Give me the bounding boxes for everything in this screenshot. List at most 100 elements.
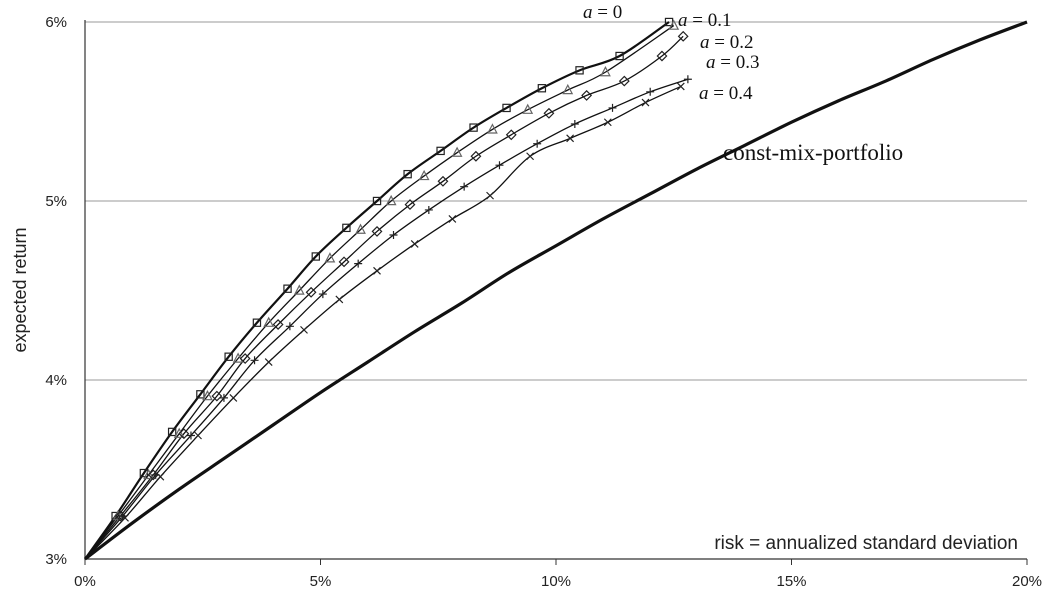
data-point-x	[229, 393, 238, 402]
data-point-triangle	[293, 284, 305, 295]
data-point-square	[283, 284, 292, 293]
data-point-diamond	[114, 510, 126, 522]
data-point-square	[342, 223, 351, 233]
data-point-plus	[389, 231, 398, 240]
data-point-triangle	[487, 123, 498, 134]
x-tick-label: 20%	[1012, 573, 1042, 590]
data-point-x	[264, 358, 273, 367]
data-point-square	[469, 123, 478, 132]
data-point-square	[502, 103, 511, 113]
series-labels: a = 0 a = 0.1a = 0.2a = 0.3 a = 0.4	[583, 2, 759, 104]
y-axis-title: expected return	[10, 227, 30, 352]
data-point-diamond	[581, 89, 593, 101]
data-point-triangle	[522, 103, 534, 114]
data-point-diamond	[305, 286, 317, 298]
data-point-x	[676, 82, 685, 91]
data-point-triangle	[562, 83, 574, 95]
data-point-x	[373, 266, 381, 275]
y-tick-label: 6%	[45, 14, 67, 31]
data-point-diamond	[338, 256, 350, 268]
data-point-x	[410, 240, 419, 248]
data-point-square	[615, 51, 624, 61]
data-point-triangle	[355, 223, 366, 234]
data-point-diamond	[272, 319, 284, 330]
data-point-diamond	[404, 199, 416, 211]
data-point-plus	[646, 87, 655, 96]
data-point-plus	[608, 103, 617, 112]
data-point-plus	[495, 161, 504, 170]
data-point-plus	[186, 431, 195, 440]
data-point-square	[311, 252, 320, 261]
x-tick-label: 5%	[310, 573, 332, 590]
data-point-x	[566, 134, 575, 143]
x-axis-ticks: 0% 5% 10% 15% 20%	[74, 559, 1042, 590]
data-point-triangle	[418, 169, 430, 181]
data-point-plus	[460, 182, 469, 191]
x-axis-title: risk = annualized standard deviation	[714, 533, 1018, 554]
data-point-square	[224, 352, 233, 361]
data-point-square	[403, 169, 412, 179]
data-point-triangle	[668, 19, 680, 30]
data-point-x	[335, 295, 344, 304]
x-tick-label: 15%	[776, 573, 806, 590]
data-point-plus	[533, 139, 542, 148]
y-tick-label: 3%	[45, 551, 67, 568]
data-point-plus	[285, 322, 294, 331]
data-point-square	[252, 318, 262, 327]
data-point-x	[300, 325, 308, 334]
series-label-4: a = 0.4	[699, 83, 753, 104]
y-tick-label: 4%	[45, 372, 67, 389]
data-point-x	[448, 214, 457, 223]
series-lines	[84, 20, 1028, 561]
data-point-plus	[570, 120, 579, 129]
series-line-5	[84, 20, 1028, 561]
data-point-square	[196, 390, 205, 399]
data-point-diamond	[178, 428, 190, 440]
series-line-0	[84, 21, 670, 560]
const-mix-portfolio-label: const-mix-portfolio	[723, 140, 903, 165]
data-point-x	[603, 118, 612, 127]
data-point-plus	[219, 393, 228, 402]
data-point-square	[372, 196, 382, 206]
series-label-0: a = 0	[583, 2, 622, 23]
y-tick-label: 5%	[45, 193, 67, 210]
series-line-3	[84, 78, 689, 560]
data-point-diamond	[147, 469, 159, 481]
series-label-3: a = 0.3	[706, 52, 759, 73]
series-line-4	[84, 85, 682, 560]
data-point-plus	[683, 75, 692, 84]
data-point-diamond	[656, 50, 668, 62]
data-point-plus	[250, 356, 259, 365]
data-point-square	[436, 146, 445, 156]
data-point-square	[537, 84, 547, 93]
data-point-triangle	[385, 194, 397, 206]
data-point-triangle	[600, 66, 611, 77]
data-point-diamond	[437, 175, 449, 187]
data-point-triangle	[451, 146, 463, 157]
data-point-triangle	[263, 316, 275, 327]
series-line-2	[84, 35, 684, 560]
data-point-triangle	[143, 468, 154, 480]
data-point-plus	[354, 259, 363, 268]
data-point-triangle	[232, 352, 244, 363]
data-point-square	[167, 427, 177, 437]
x-tick-label: 10%	[541, 573, 571, 590]
data-point-x	[121, 513, 129, 522]
data-point-x	[156, 472, 165, 481]
grid-lines	[85, 21, 1027, 560]
data-point-diamond	[211, 390, 223, 402]
data-point-diamond	[505, 129, 517, 141]
series-label-2: a = 0.2	[700, 32, 753, 53]
x-tick-label: 0%	[74, 573, 96, 590]
data-point-x	[486, 191, 494, 200]
data-point-diamond	[543, 107, 555, 119]
data-point-plus	[318, 290, 327, 299]
data-point-x	[526, 152, 535, 161]
data-point-plus	[424, 205, 433, 214]
data-point-triangle	[173, 427, 185, 438]
series-markers	[111, 17, 692, 522]
y-axis-ticks: 3% 4% 5% 6%	[45, 14, 67, 568]
data-point-diamond	[677, 30, 689, 42]
series-line-1	[84, 25, 675, 560]
